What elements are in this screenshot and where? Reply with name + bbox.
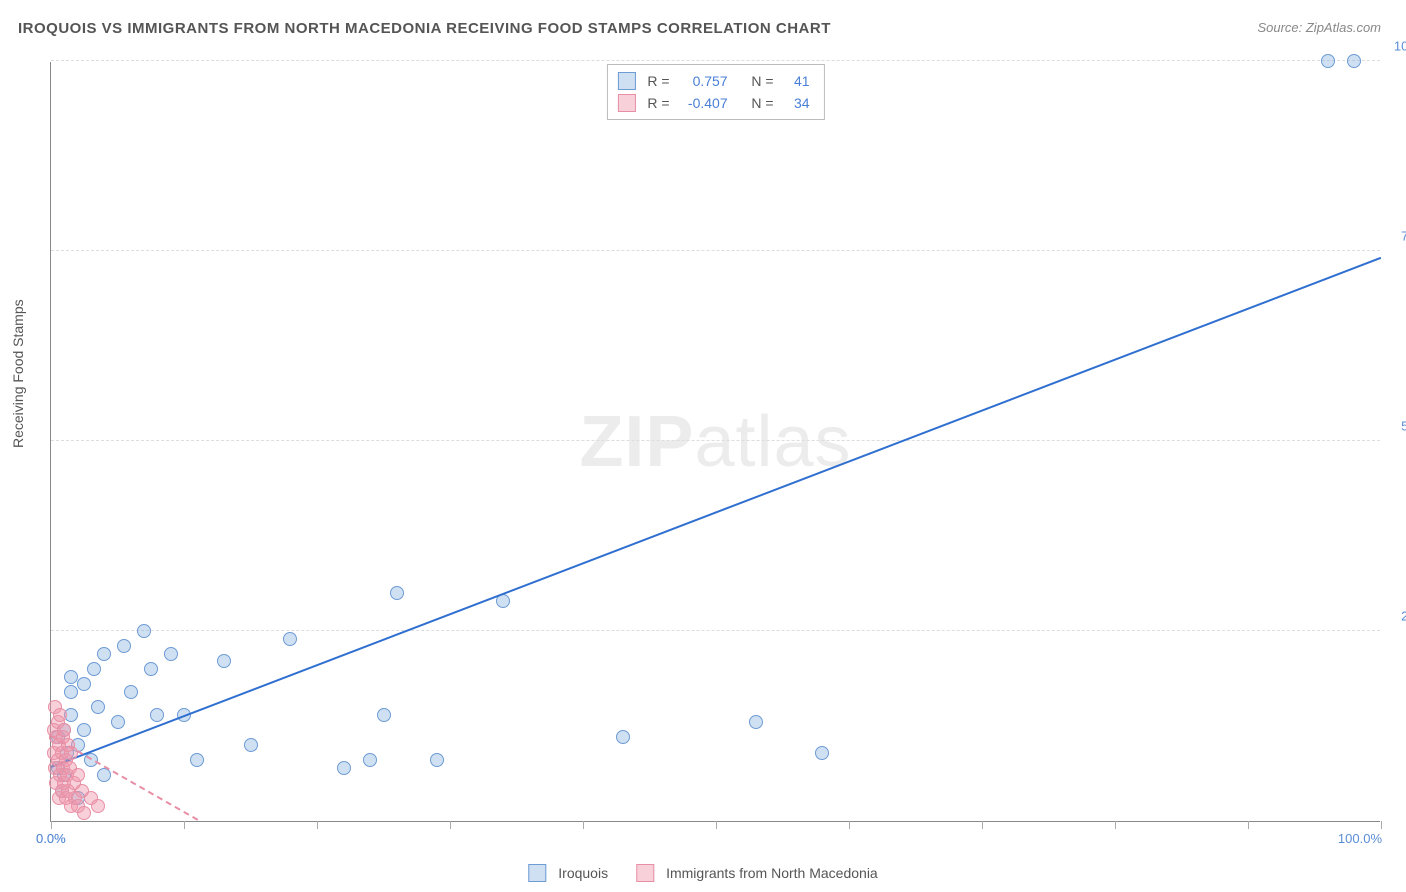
gridline — [51, 250, 1380, 251]
data-point — [616, 730, 630, 744]
x-tick — [51, 821, 52, 829]
x-tick — [716, 821, 717, 829]
legend-swatch — [617, 72, 635, 90]
data-point — [71, 768, 85, 782]
x-tick-label-max: 100.0% — [1338, 831, 1382, 846]
n-label: N = — [751, 70, 773, 92]
r-value: -0.407 — [678, 92, 728, 114]
gridline — [51, 630, 1380, 631]
x-tick-label-min: 0.0% — [36, 831, 66, 846]
data-point — [390, 586, 404, 600]
n-label: N = — [751, 92, 773, 114]
data-point — [337, 761, 351, 775]
legend-item: Iroquois — [528, 864, 608, 882]
data-point — [64, 670, 78, 684]
data-point — [363, 753, 377, 767]
trend-line — [51, 257, 1382, 768]
x-tick — [317, 821, 318, 829]
data-point — [64, 685, 78, 699]
data-point — [244, 738, 258, 752]
data-point — [57, 723, 71, 737]
gridline — [51, 60, 1380, 61]
legend-swatch — [617, 94, 635, 112]
stats-row: R = -0.407 N = 34 — [617, 92, 809, 114]
y-axis-label: Receiving Food Stamps — [10, 299, 26, 448]
data-point — [77, 723, 91, 737]
x-tick — [450, 821, 451, 829]
data-point — [144, 662, 158, 676]
legend-swatch — [528, 864, 546, 882]
data-point — [164, 647, 178, 661]
data-point — [97, 647, 111, 661]
data-point — [190, 753, 204, 767]
legend-label: Immigrants from North Macedonia — [666, 865, 878, 881]
data-point — [377, 708, 391, 722]
data-point — [1321, 54, 1335, 68]
r-label: R = — [647, 70, 669, 92]
data-point — [91, 700, 105, 714]
data-point — [111, 715, 125, 729]
data-point — [77, 806, 91, 820]
data-point — [217, 654, 231, 668]
data-point — [150, 708, 164, 722]
y-tick-label: 25.0% — [1383, 609, 1406, 624]
y-tick-label: 50.0% — [1383, 419, 1406, 434]
r-value: 0.757 — [678, 70, 728, 92]
data-point — [91, 799, 105, 813]
n-value: 41 — [782, 70, 810, 92]
x-tick — [849, 821, 850, 829]
plot-area: ZIPatlas R = 0.757 N = 41R = -0.407 N = 34 0… — [50, 62, 1380, 822]
data-point — [283, 632, 297, 646]
data-point — [749, 715, 763, 729]
correlation-stats-box: R = 0.757 N = 41 R = -0.407 N = 34 — [606, 64, 824, 120]
r-label: R = — [647, 92, 669, 114]
x-tick — [184, 821, 185, 829]
source-attribution: Source: ZipAtlas.com — [1257, 20, 1381, 35]
data-point — [124, 685, 138, 699]
chart-title: IROQUOIS VS IMMIGRANTS FROM NORTH MACEDO… — [18, 20, 831, 37]
data-point — [77, 677, 91, 691]
y-tick-label: 75.0% — [1383, 229, 1406, 244]
legend-label: Iroquois — [558, 865, 608, 881]
data-point — [137, 624, 151, 638]
x-tick — [1248, 821, 1249, 829]
y-tick-label: 100.0% — [1383, 39, 1406, 54]
legend-item: Immigrants from North Macedonia — [636, 864, 878, 882]
data-point — [1347, 54, 1361, 68]
data-point — [87, 662, 101, 676]
watermark-bold: ZIP — [579, 402, 694, 482]
n-value: 34 — [782, 92, 810, 114]
stats-row: R = 0.757 N = 41 — [617, 70, 809, 92]
x-tick — [1381, 821, 1382, 829]
gridline — [51, 440, 1380, 441]
watermark: ZIPatlas — [579, 401, 851, 483]
legend-swatch — [636, 864, 654, 882]
x-tick — [1115, 821, 1116, 829]
data-point — [53, 708, 67, 722]
bottom-legend: Iroquois Immigrants from North Macedonia — [528, 864, 877, 882]
data-point — [117, 639, 131, 653]
data-point — [815, 746, 829, 760]
x-tick — [982, 821, 983, 829]
x-tick — [583, 821, 584, 829]
data-point — [430, 753, 444, 767]
